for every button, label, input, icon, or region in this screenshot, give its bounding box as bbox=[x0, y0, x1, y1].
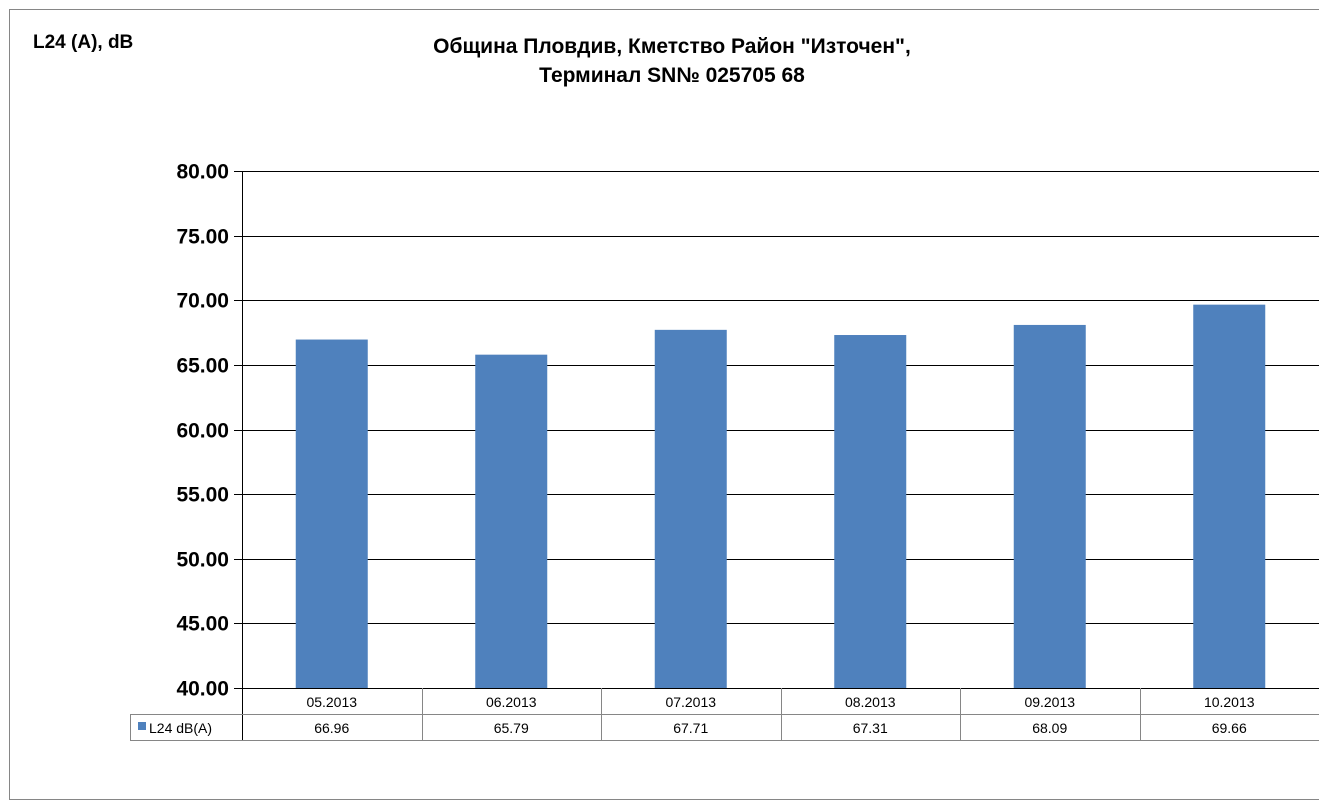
y-tick-labels: 40.00 45.00 50.00 55.00 60.00 65.00 70.00 75.00… bbox=[176, 161, 229, 701]
y-tick-label: 60.00 bbox=[176, 420, 229, 443]
y-tick-label: 50.00 bbox=[176, 549, 229, 572]
data-label: 66.96 bbox=[314, 720, 349, 736]
y-tick-label: 75.00 bbox=[176, 226, 229, 249]
data-label: 67.31 bbox=[853, 720, 888, 736]
data-label: 69.66 bbox=[1212, 720, 1247, 736]
y-tick-label: 45.00 bbox=[176, 613, 229, 636]
y-tick-label: 70.00 bbox=[176, 290, 229, 313]
bar bbox=[475, 355, 547, 688]
bar bbox=[1014, 325, 1086, 688]
bar bbox=[834, 335, 906, 688]
x-tick-label: 09.2013 bbox=[1024, 694, 1075, 710]
y-tick-label: 55.00 bbox=[176, 484, 229, 507]
data-label: 65.79 bbox=[494, 720, 529, 736]
x-tick-label: 05.2013 bbox=[306, 694, 357, 710]
x-tick-label: 10.2013 bbox=[1204, 694, 1255, 710]
y-tick-label: 40.00 bbox=[176, 678, 229, 701]
y-tick-label: 65.00 bbox=[176, 355, 229, 378]
chart-title: Община Пловдив, Кметство Район "Източен"… bbox=[433, 35, 911, 58]
chart-subtitle: Терминал SN№ 025705 68 bbox=[539, 64, 805, 87]
x-tick-label: 07.2013 bbox=[665, 694, 716, 710]
bar bbox=[1193, 305, 1265, 688]
data-table: 05.2013 66.96 06.2013 65.79 07.2013 67.71 08.2… bbox=[130, 688, 1319, 741]
bar bbox=[296, 340, 368, 688]
x-tick-label: 08.2013 bbox=[845, 694, 896, 710]
x-tick-label: 06.2013 bbox=[486, 694, 537, 710]
data-label: 67.71 bbox=[673, 720, 708, 736]
y-tick-label: 80.00 bbox=[176, 161, 229, 184]
bars bbox=[296, 305, 1266, 688]
bar bbox=[655, 330, 727, 688]
gridlines bbox=[234, 171, 1319, 740]
legend-label: L24 dB(A) bbox=[149, 720, 212, 736]
legend-swatch bbox=[138, 722, 146, 730]
y-axis-unit-label: L24 (A), dB bbox=[33, 32, 133, 53]
data-label: 68.09 bbox=[1032, 720, 1067, 736]
